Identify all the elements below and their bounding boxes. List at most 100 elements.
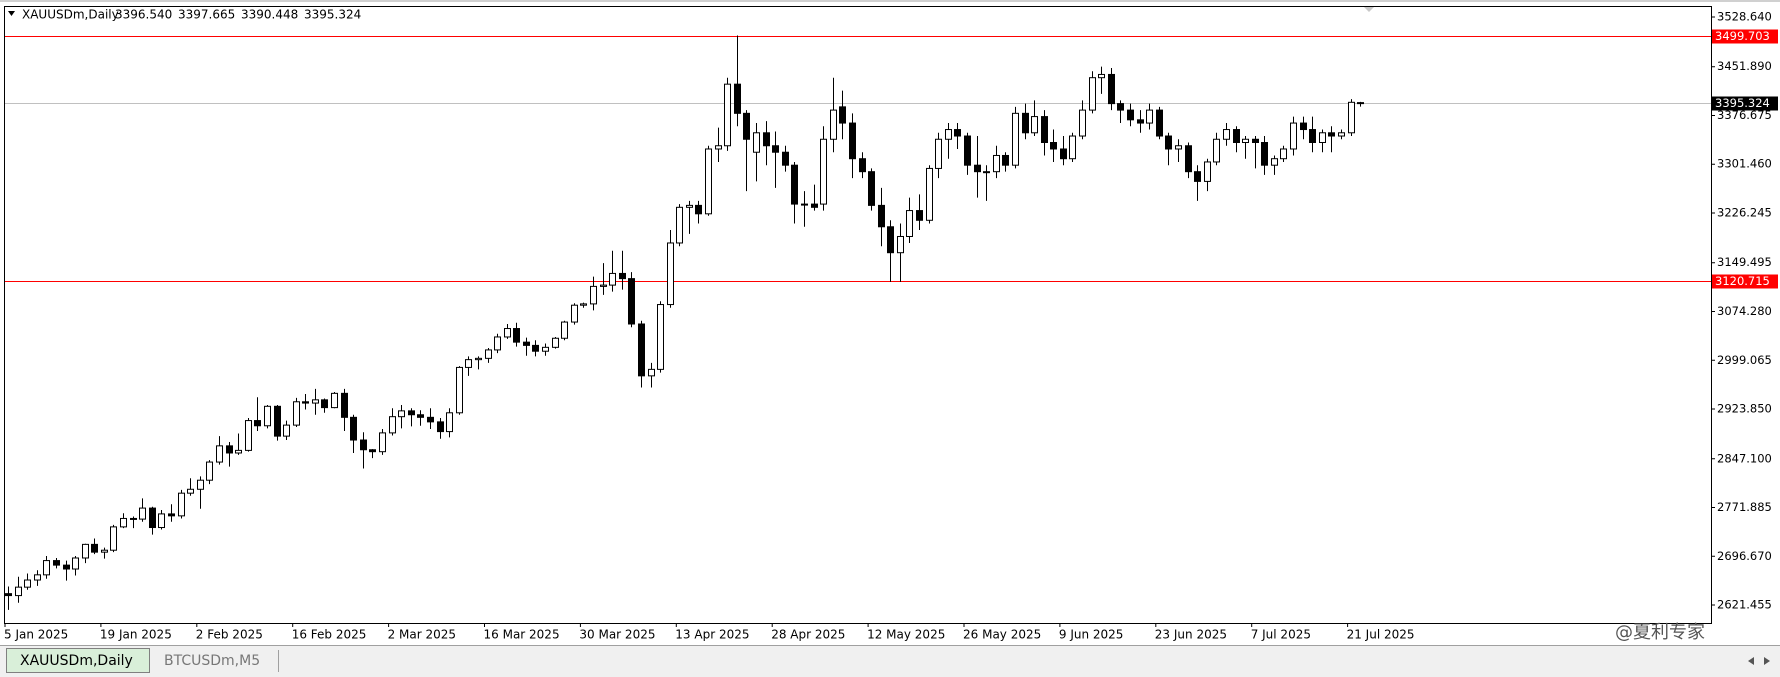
candle-body	[1031, 116, 1038, 134]
candle-body	[552, 337, 559, 348]
candle-body	[158, 513, 165, 529]
candle-body	[580, 303, 587, 306]
candle-body	[1252, 138, 1259, 144]
candle-body	[264, 405, 271, 427]
candle-body	[897, 235, 904, 254]
candle-body	[446, 412, 453, 433]
candle-body	[120, 517, 127, 528]
candle-body	[1117, 103, 1124, 111]
collapse-icon	[8, 11, 15, 16]
x-tick-label: 12 May 2025	[867, 628, 945, 642]
candle-body	[178, 492, 185, 517]
candle-body	[1165, 135, 1172, 150]
x-tick-label: 21 Jul 2025	[1347, 628, 1415, 642]
scroll-left[interactable]	[1748, 657, 1754, 665]
x-tick-label: 28 Apr 2025	[771, 628, 845, 642]
symbol-title: XAUUSDm,Daily	[22, 8, 119, 22]
candle-body	[197, 479, 204, 490]
candle-body	[1127, 109, 1134, 121]
candle-body	[1280, 148, 1287, 160]
tab-label[interactable]: BTCUSDm,M5	[164, 653, 260, 669]
candle-body	[379, 432, 386, 453]
y-tick-label: 3451.890	[1717, 59, 1772, 73]
candle-body	[235, 449, 242, 454]
candle-body	[1185, 145, 1192, 173]
ohlc-value: 3395.324	[304, 8, 361, 22]
candle-body	[600, 284, 607, 287]
candle-body	[532, 344, 539, 352]
candle-body	[456, 366, 463, 414]
candle-body	[1223, 129, 1230, 140]
active-tab[interactable]	[6, 648, 150, 673]
ohlc-value: 3396.540	[115, 8, 172, 22]
candle-body	[1328, 132, 1335, 137]
candle-body	[868, 171, 875, 206]
candle-body	[628, 278, 635, 325]
candle-body	[964, 135, 971, 166]
candle-body	[695, 204, 702, 215]
candle-body	[705, 148, 712, 215]
candle-body	[437, 421, 444, 433]
candle-body	[590, 285, 597, 305]
candle-body	[226, 445, 233, 454]
candle-body	[993, 154, 1000, 173]
candle-body	[782, 151, 789, 166]
y-tick-label: 2696.670	[1717, 549, 1772, 563]
candle-body	[734, 83, 741, 114]
candle-body	[676, 206, 683, 244]
candle-body	[53, 560, 60, 566]
candle-body	[1271, 158, 1278, 166]
candle-body	[1348, 101, 1355, 134]
y-tick-label: 3376.675	[1717, 108, 1772, 122]
x-tick-label: 30 Mar 2025	[579, 628, 655, 642]
candle-body	[254, 420, 261, 427]
scroll-right[interactable]	[1764, 657, 1770, 665]
candle-body	[408, 410, 415, 416]
candle-body	[648, 368, 655, 377]
candle-body	[494, 336, 501, 351]
y-tick-label: 2771.885	[1717, 500, 1772, 514]
candle-body	[475, 357, 482, 361]
tab-label[interactable]: XAUUSDm,Daily	[20, 653, 133, 669]
candle-body	[1137, 119, 1144, 124]
candle-body	[101, 549, 108, 553]
candle-body	[63, 564, 70, 570]
candle-body	[283, 424, 290, 437]
x-tick-label: 16 Feb 2025	[292, 628, 367, 642]
candle-body	[1319, 132, 1326, 144]
candle-body	[772, 145, 779, 153]
candle-body	[417, 414, 424, 418]
candle-body	[513, 328, 520, 343]
x-tick-label: 23 Jun 2025	[1155, 628, 1227, 642]
candle-body	[91, 543, 98, 553]
candle-body	[1242, 138, 1249, 144]
x-tick-label: 19 Jan 2025	[100, 628, 172, 642]
candle-body	[331, 392, 338, 409]
candle-body	[216, 445, 223, 463]
candle-body	[504, 328, 511, 338]
candle-body	[1098, 73, 1105, 79]
candle-body	[983, 171, 990, 174]
x-tick-label: 2 Feb 2025	[196, 628, 263, 642]
header-values: 3396.540 3397.665 3390.448 3395.324	[115, 8, 361, 22]
candle-body	[1261, 142, 1268, 166]
candle-body	[667, 242, 674, 306]
candle-body	[1357, 102, 1364, 105]
candle-body	[1300, 122, 1307, 131]
candle-body	[34, 574, 41, 581]
y-tick-label: 2923.850	[1717, 402, 1772, 416]
candle-body	[130, 517, 137, 520]
candle-body	[15, 586, 22, 597]
candle-body	[1290, 122, 1297, 150]
candle-body	[82, 543, 89, 559]
candle-body	[302, 401, 309, 404]
candle-body	[245, 420, 252, 451]
candle-body	[763, 132, 770, 147]
candle-body	[859, 158, 866, 173]
candle-body	[1108, 73, 1115, 105]
candle-body	[887, 226, 894, 254]
candle-body	[274, 405, 281, 437]
candle-body	[1175, 145, 1182, 150]
candle-body	[609, 272, 616, 286]
